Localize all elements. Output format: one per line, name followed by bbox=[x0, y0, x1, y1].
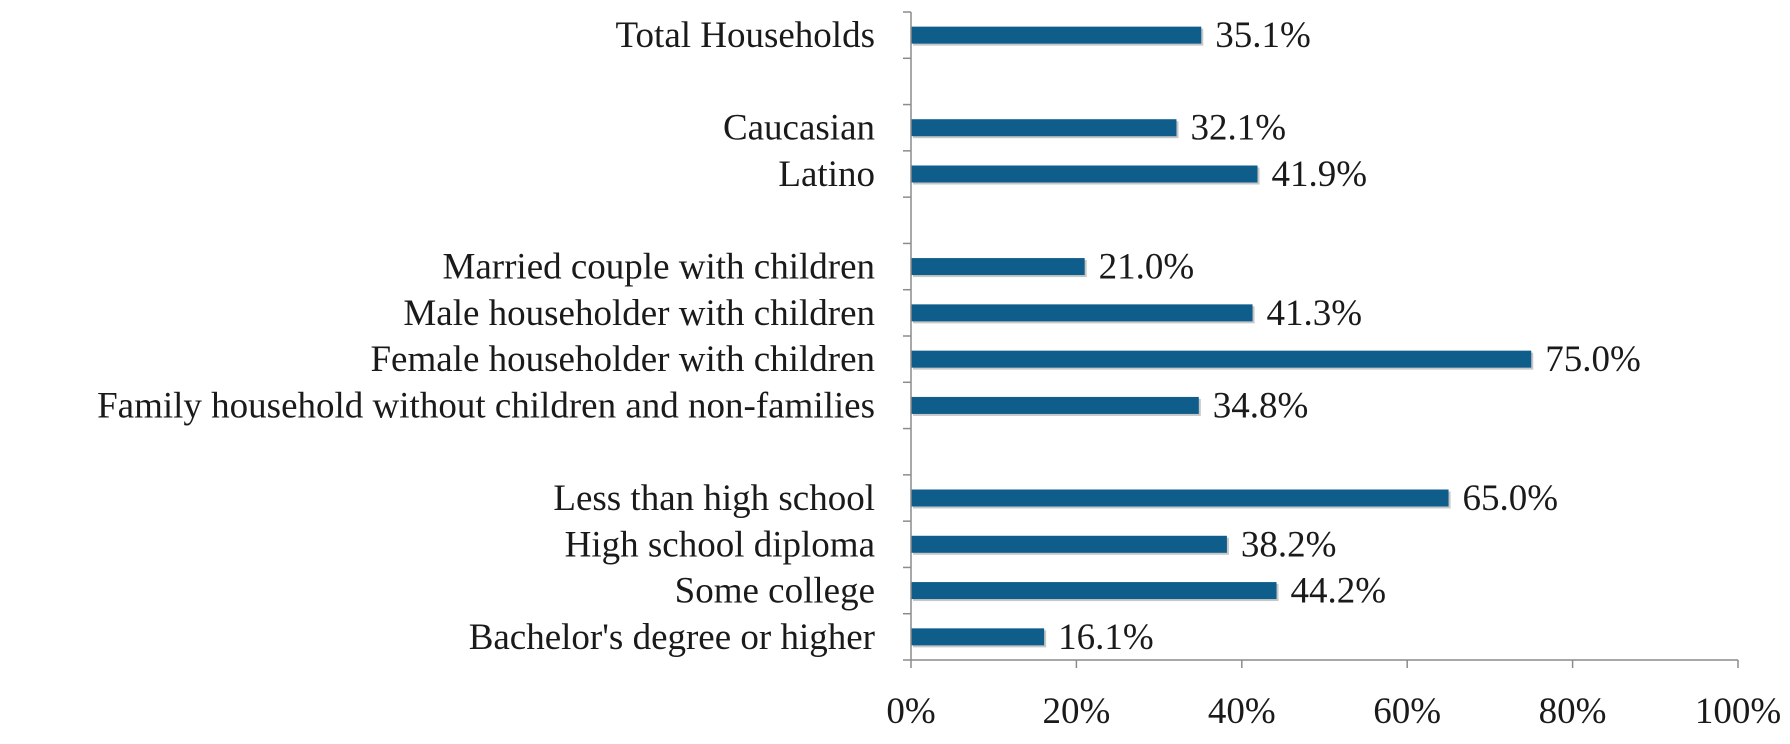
category-label: Less than high school bbox=[553, 478, 875, 519]
bar bbox=[911, 489, 1449, 507]
category-label: Total Households bbox=[616, 15, 875, 56]
category-label: Latino bbox=[778, 154, 875, 195]
bar bbox=[911, 304, 1253, 322]
data-label: 65.0% bbox=[1463, 478, 1559, 519]
data-label: 16.1% bbox=[1058, 617, 1154, 658]
x-tick-label: 80% bbox=[1539, 691, 1607, 732]
bar bbox=[911, 535, 1227, 553]
data-label: 38.2% bbox=[1241, 524, 1337, 565]
category-label: Female householder with children bbox=[370, 339, 875, 380]
category-label: Bachelor's degree or higher bbox=[469, 617, 875, 658]
category-label: Caucasian bbox=[723, 108, 875, 149]
bar bbox=[911, 350, 1532, 368]
x-tick-label: 40% bbox=[1208, 691, 1276, 732]
axes-layer bbox=[903, 11, 1739, 668]
data-label: 35.1% bbox=[1215, 15, 1311, 56]
category-label: High school diploma bbox=[565, 524, 875, 565]
bar bbox=[911, 396, 1199, 414]
bar bbox=[911, 26, 1202, 44]
bar bbox=[911, 258, 1085, 276]
bar bbox=[911, 165, 1258, 183]
category-label: Male householder with children bbox=[403, 293, 875, 334]
x-tick-label: 60% bbox=[1373, 691, 1441, 732]
bar bbox=[911, 628, 1045, 646]
category-label: Family household without children and no… bbox=[97, 385, 875, 426]
category-label: Married couple with children bbox=[442, 247, 875, 288]
category-label: Some college bbox=[675, 571, 875, 612]
data-label: 41.3% bbox=[1267, 293, 1363, 334]
labels-layer: Total Households 35.1% Caucasian 32.1% Latin… bbox=[97, 15, 1781, 732]
bars-layer bbox=[911, 26, 1534, 648]
data-label: 44.2% bbox=[1291, 571, 1387, 612]
x-tick-label: 0% bbox=[886, 691, 935, 732]
data-label: 34.8% bbox=[1213, 385, 1309, 426]
x-tick-label: 100% bbox=[1695, 691, 1781, 732]
bar bbox=[911, 119, 1177, 137]
data-label: 75.0% bbox=[1545, 339, 1641, 380]
data-label: 32.1% bbox=[1190, 108, 1286, 149]
data-label: 41.9% bbox=[1272, 154, 1368, 195]
data-label: 21.0% bbox=[1099, 247, 1195, 288]
x-tick-label: 20% bbox=[1042, 691, 1110, 732]
bar bbox=[911, 582, 1277, 600]
